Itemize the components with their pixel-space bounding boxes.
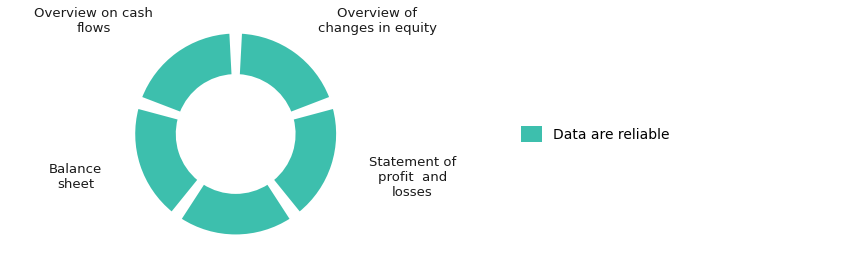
Wedge shape	[141, 33, 232, 113]
Wedge shape	[239, 33, 331, 113]
Legend: Data are reliable: Data are reliable	[521, 125, 669, 143]
Wedge shape	[181, 183, 291, 236]
Text: Statement of
profit  and
losses: Statement of profit and losses	[369, 156, 456, 199]
Wedge shape	[135, 108, 199, 213]
Wedge shape	[273, 108, 337, 213]
Text: Balance
sheet: Balance sheet	[49, 163, 103, 191]
Text: Overview of
changes in equity: Overview of changes in equity	[318, 7, 437, 35]
Text: Overview on cash
flows: Overview on cash flows	[34, 7, 153, 35]
